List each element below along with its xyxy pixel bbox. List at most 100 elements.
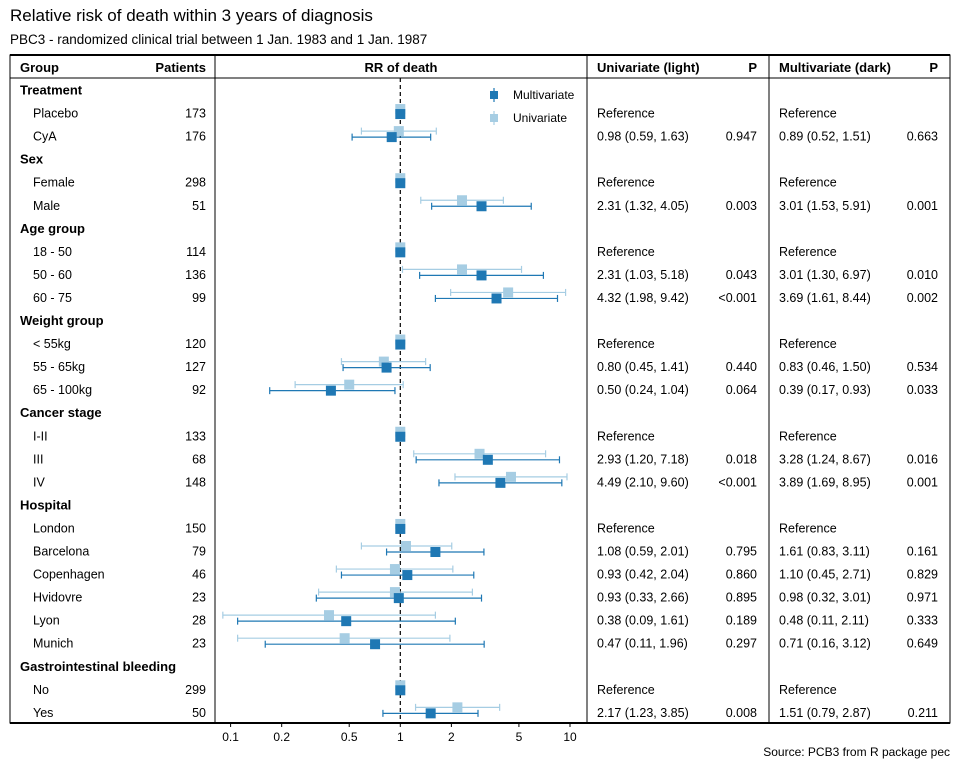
legend-multivariate-label: Multivariate bbox=[513, 88, 575, 102]
row-label: I-II bbox=[33, 429, 48, 443]
row-patients: 120 bbox=[185, 337, 206, 351]
multivariate-estimate-text: 3.89 (1.69, 8.95) bbox=[779, 475, 871, 489]
x-tick-label: 0.2 bbox=[273, 730, 290, 744]
univariate-estimate-text: Reference bbox=[597, 107, 655, 121]
header-rr: RR of death bbox=[365, 60, 438, 75]
row-patients: 148 bbox=[185, 475, 206, 489]
header-multivariate-p: P bbox=[929, 60, 938, 75]
multivariate-estimate-text: 0.71 (0.16, 3.12) bbox=[779, 637, 871, 651]
row-patients: 51 bbox=[192, 199, 206, 213]
multivariate-p-value: 0.001 bbox=[907, 199, 938, 213]
row-label: Lyon bbox=[33, 614, 60, 628]
multivariate-estimate-text: 3.01 (1.30, 6.97) bbox=[779, 268, 871, 282]
univariate-estimate-text: Reference bbox=[597, 176, 655, 190]
multivariate-estimate-text: 0.89 (0.52, 1.51) bbox=[779, 130, 871, 144]
legend-multivariate-marker bbox=[490, 91, 498, 99]
row-label: III bbox=[33, 452, 43, 466]
multivariate-estimate bbox=[482, 454, 493, 465]
row-label: 18 - 50 bbox=[33, 245, 72, 259]
row-patients: 23 bbox=[192, 591, 206, 605]
header-patients: Patients bbox=[155, 60, 206, 75]
multivariate-estimate bbox=[476, 201, 487, 212]
multivariate-estimate-text: 0.83 (0.46, 1.50) bbox=[779, 360, 871, 374]
multivariate-estimate bbox=[381, 362, 392, 373]
multivariate-estimate bbox=[395, 685, 406, 696]
univariate-p-value: 0.064 bbox=[726, 383, 757, 397]
univariate-p-value: <0.001 bbox=[718, 475, 757, 489]
row-label: Yes bbox=[33, 706, 53, 720]
univariate-estimate-text: Reference bbox=[597, 337, 655, 351]
univariate-estimate bbox=[323, 610, 334, 621]
univariate-p-value: 0.947 bbox=[726, 130, 757, 144]
multivariate-p-value: 0.663 bbox=[907, 130, 938, 144]
univariate-p-value: 0.895 bbox=[726, 591, 757, 605]
row-label: Placebo bbox=[33, 107, 78, 121]
row-patients: 173 bbox=[185, 107, 206, 121]
multivariate-estimate-text: Reference bbox=[779, 176, 837, 190]
multivariate-p-value: 0.001 bbox=[907, 475, 938, 489]
multivariate-estimate-text: 3.69 (1.61, 8.44) bbox=[779, 291, 871, 305]
univariate-estimate-text: 2.93 (1.20, 7.18) bbox=[597, 452, 689, 466]
row-patients: 92 bbox=[192, 383, 206, 397]
chart-title: Relative risk of death within 3 years of… bbox=[10, 6, 373, 25]
row-label: Male bbox=[33, 199, 60, 213]
multivariate-estimate bbox=[395, 431, 406, 442]
multivariate-p-value: 0.161 bbox=[907, 545, 938, 559]
row-patients: 114 bbox=[186, 245, 206, 259]
x-tick-label: 0.1 bbox=[222, 730, 239, 744]
row-label: < 55kg bbox=[33, 337, 71, 351]
row-label: 65 - 100kg bbox=[33, 383, 92, 397]
multivariate-p-value: 0.829 bbox=[907, 568, 938, 582]
multivariate-estimate bbox=[495, 477, 506, 488]
univariate-estimate-text: Reference bbox=[597, 245, 655, 259]
multivariate-p-value: 0.649 bbox=[907, 637, 938, 651]
multivariate-estimate-text: 0.98 (0.32, 3.01) bbox=[779, 591, 871, 605]
multivariate-estimate bbox=[476, 270, 487, 281]
row-label: Munich bbox=[33, 637, 73, 651]
header-multivariate: Multivariate (dark) bbox=[779, 60, 891, 75]
multivariate-estimate-text: Reference bbox=[779, 107, 837, 121]
group-heading: Sex bbox=[20, 152, 44, 167]
row-patients: 79 bbox=[192, 545, 206, 559]
multivariate-p-value: 0.016 bbox=[907, 452, 938, 466]
row-label: Female bbox=[33, 176, 75, 190]
multivariate-estimate bbox=[325, 385, 336, 396]
univariate-estimate-text: 0.80 (0.45, 1.41) bbox=[597, 360, 689, 374]
multivariate-estimate-text: Reference bbox=[779, 683, 837, 697]
univariate-estimate bbox=[400, 541, 411, 551]
univariate-estimate bbox=[339, 633, 350, 644]
multivariate-estimate bbox=[395, 178, 406, 189]
row-patients: 299 bbox=[185, 683, 206, 697]
multivariate-p-value: 0.033 bbox=[907, 383, 938, 397]
multivariate-estimate-text: 1.61 (0.83, 3.11) bbox=[779, 545, 870, 559]
multivariate-estimate-text: Reference bbox=[779, 429, 837, 443]
univariate-p-value: 0.003 bbox=[726, 199, 757, 213]
univariate-estimate-text: 1.08 (0.59, 2.01) bbox=[597, 545, 689, 559]
univariate-estimate-text: 2.31 (1.03, 5.18) bbox=[597, 268, 689, 282]
multivariate-estimate bbox=[370, 639, 381, 650]
row-patients: 23 bbox=[192, 637, 206, 651]
univariate-estimate-text: 4.49 (2.10, 9.60) bbox=[597, 475, 689, 489]
univariate-estimate-text: 0.50 (0.24, 1.04) bbox=[597, 383, 689, 397]
multivariate-estimate bbox=[386, 132, 397, 143]
univariate-estimate bbox=[505, 471, 516, 482]
univariate-p-value: 0.189 bbox=[726, 614, 757, 628]
univariate-estimate bbox=[457, 264, 468, 275]
group-heading: Cancer stage bbox=[20, 405, 102, 420]
univariate-estimate bbox=[344, 379, 355, 390]
row-label: CyA bbox=[33, 130, 57, 144]
row-label: 55 - 65kg bbox=[33, 360, 85, 374]
legend-univariate-marker bbox=[490, 114, 498, 122]
row-patients: 68 bbox=[192, 452, 206, 466]
group-heading: Gastrointestinal bleeding bbox=[20, 659, 176, 674]
row-patients: 298 bbox=[185, 176, 206, 190]
row-label: 50 - 60 bbox=[33, 268, 72, 282]
univariate-p-value: 0.043 bbox=[726, 268, 757, 282]
multivariate-estimate bbox=[395, 339, 406, 350]
row-patients: 127 bbox=[185, 360, 206, 374]
group-heading: Hospital bbox=[20, 497, 71, 512]
univariate-estimate-text: 0.93 (0.33, 2.66) bbox=[597, 591, 689, 605]
univariate-estimate bbox=[474, 448, 485, 459]
multivariate-p-value: 0.333 bbox=[907, 614, 938, 628]
